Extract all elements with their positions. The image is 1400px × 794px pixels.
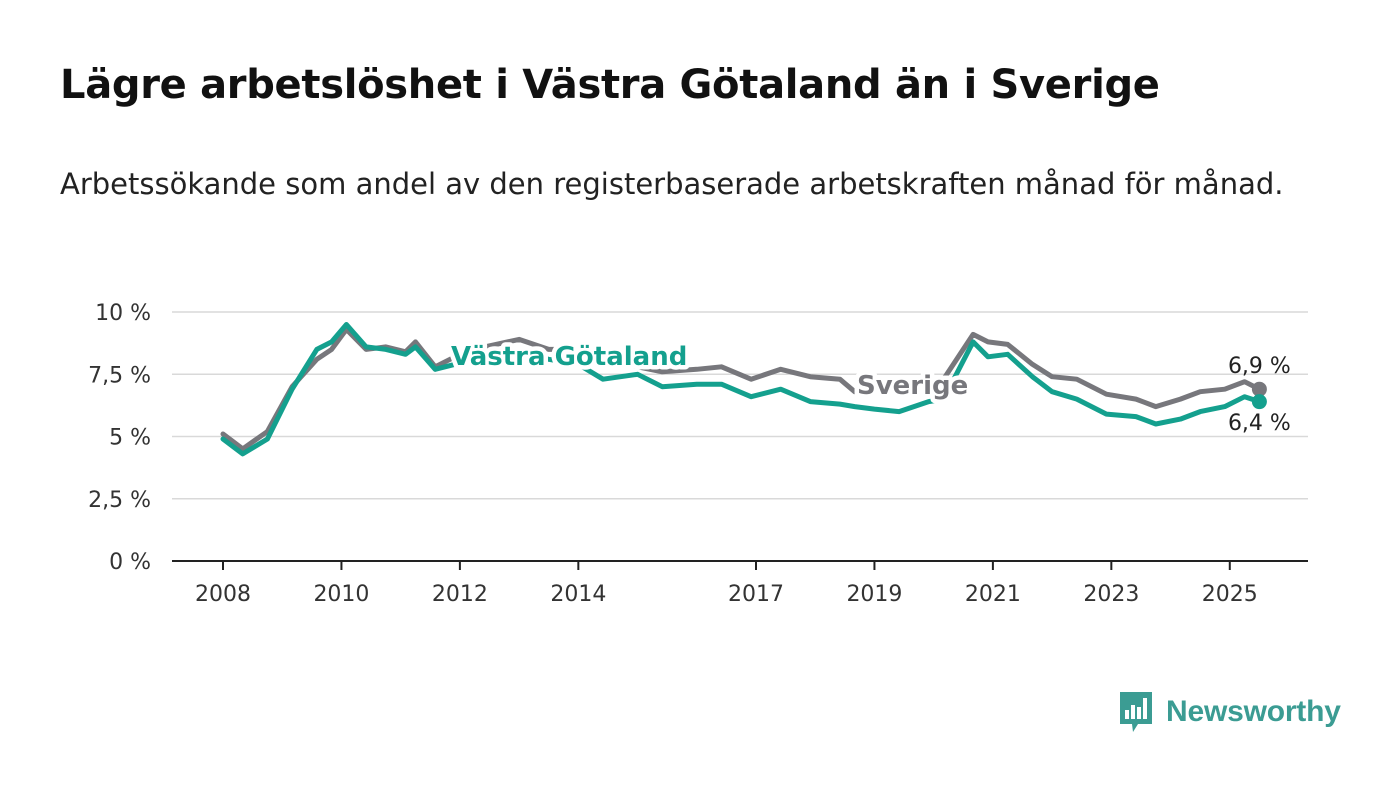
x-tick-label: 2012 [432,582,488,607]
chart-title: Lägre arbetslöshet i Västra Götaland än … [60,62,1160,108]
labels: 10 % 7,5 % 5 % 2,5 % 0 % 2008 2010 2012 2014 2017… [88,301,1291,607]
gridlines [172,311,1308,500]
y-tick-label: 7,5 % [88,363,151,388]
y-tick-label: 0 % [109,550,151,575]
y-tick-label: 10 % [95,301,151,326]
x-tick-label: 2025 [1202,582,1258,607]
chart-subtitle: Arbetssökande som andel av den registerb… [60,167,1284,201]
brand-name: Newsworthy [1166,695,1341,728]
y-tick-label: 2,5 % [88,488,151,513]
series-label-vastra-gotaland: Västra Götaland [451,342,687,372]
series-label-sverige-halo: Sverige [857,371,968,401]
end-point-marker [1251,381,1267,397]
end-point-marker [1251,394,1267,410]
x-tick-label: 2023 [1083,582,1139,607]
x-tick-label: 2019 [846,582,902,607]
end-value-label: 6,4 % [1228,411,1291,436]
end-value-label: 6,9 % [1228,354,1291,379]
x-axis [172,560,1308,570]
x-tick-label: 2010 [313,582,369,607]
newsworthy-logo: Newsworthy [1118,690,1341,734]
series-lines [220,322,1267,457]
series-label-vastra-gotaland-halo: Västra Götaland [451,342,687,372]
y-tick-label: 5 % [109,426,151,451]
series-label-sverige: Sverige [857,371,968,401]
x-tick-label: 2014 [550,582,606,607]
series-line-vastra-gotaland [220,322,1262,457]
x-tick-label: 2008 [195,582,251,607]
x-tick-label: 2021 [965,582,1021,607]
newsworthy-logo-icon [1120,692,1152,732]
x-tick-label: 2017 [728,582,784,607]
